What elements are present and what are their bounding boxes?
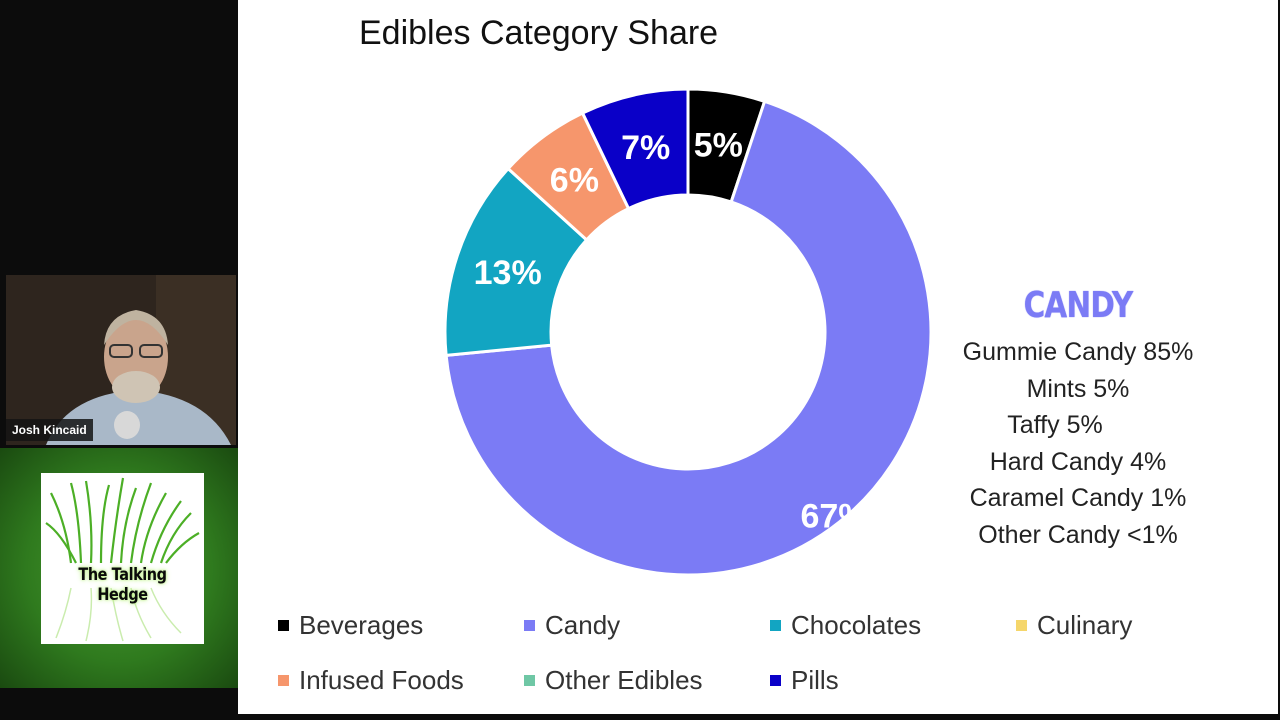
legend-item-chocolates: Chocolates [770,610,921,641]
legend-item-culinary: Culinary [1016,610,1132,641]
speaker-name-label: Josh Kincaid [6,419,93,441]
legend-item-infused-foods: Infused Foods [278,665,464,696]
legend-item-beverages: Beverages [278,610,423,641]
legend-swatch [770,675,781,686]
legend-swatch [524,675,535,686]
logo-text: The Talking Hedge [78,565,167,605]
legend-swatch [770,620,781,631]
talking-hedge-logo: The Talking Hedge [41,473,204,644]
data-label-pills: 7% [621,129,670,167]
bottom-bar [0,688,238,720]
legend-label: Chocolates [791,610,922,640]
candy-breakdown: CANDY Gummie Candy 85% Mints 5% Taffy 5%… [938,285,1218,553]
legend-swatch [278,675,289,686]
donut-slice-candy [444,99,933,577]
candy-breakdown-item: Hard Candy 4% [989,447,1167,476]
legend-swatch [278,620,289,631]
logo-panel: The Talking Hedge [0,448,238,688]
legend-item-other-edibles: Other Edibles [524,665,703,696]
donut-chart: 5% 67% 13% 6% 7% [443,87,933,577]
candy-breakdown-item: Taffy 5% [1007,411,1103,439]
candy-breakdown-title: CANDY [1023,285,1134,326]
legend-label: Pills [791,665,839,695]
data-label-infused-foods: 6% [550,162,599,200]
chart-legend: Beverages Candy Chocolates Culinary Infused … [278,610,1238,710]
candy-breakdown-item: Mints 5% [1026,374,1130,403]
candy-breakdown-item: Other Candy <1% [978,520,1178,549]
legend-label: Culinary [1037,610,1133,640]
legend-label: Infused Foods [299,665,464,695]
legend-swatch [1016,620,1027,631]
data-label-beverages: 5% [694,126,743,164]
legend-label: Candy [545,610,621,640]
video-sidebar: Josh Kincaid The Talking Hedge [0,0,238,720]
donut-slice-pills [580,87,690,211]
candy-breakdown-item: Gummie Candy 85% [962,338,1194,366]
legend-swatch [524,620,535,631]
slide: Edibles Category Share 5% 67% 13% 6% 7% CAND… [238,0,1278,714]
chart-title: Edibles Category Share [359,14,719,52]
legend-item-pills: Pills [770,665,839,696]
legend-label: Other Edibles [545,665,703,695]
data-label-chocolates: 13% [474,254,542,292]
grass-icon [45,477,200,642]
candy-breakdown-item: Caramel Candy 1% [969,484,1187,512]
legend-item-candy: Candy [524,610,620,641]
legend-label: Beverages [299,610,424,640]
data-label-candy: 67% [800,498,868,536]
